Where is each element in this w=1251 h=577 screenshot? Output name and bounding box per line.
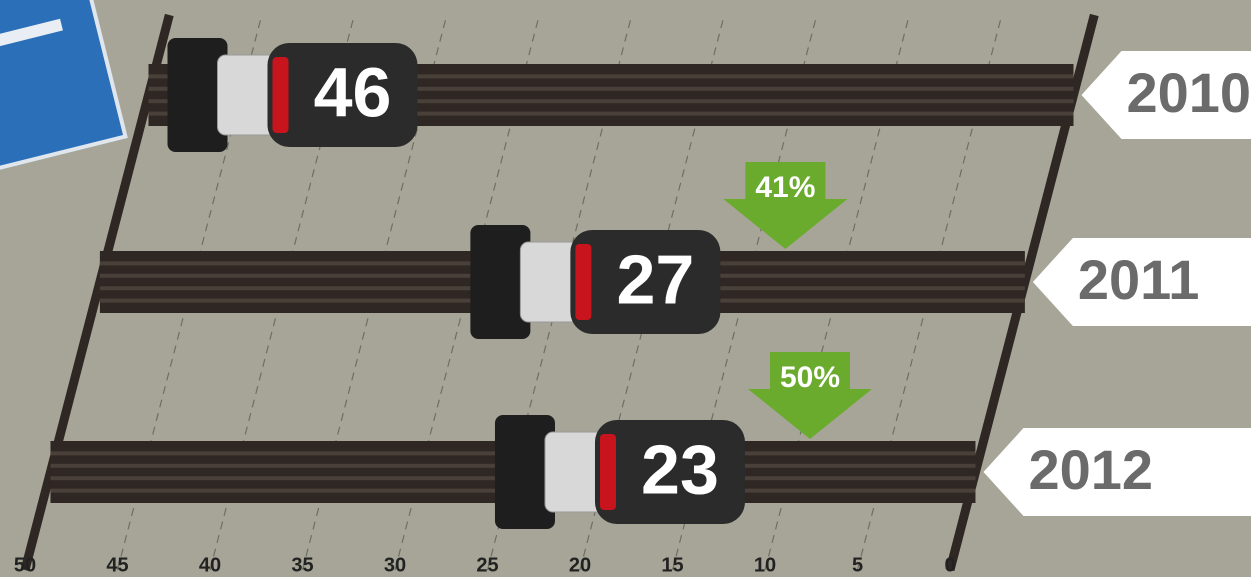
strap-stripe <box>525 298 1025 303</box>
latch-plate <box>167 38 228 152</box>
strap-stripe <box>525 261 1025 266</box>
category-label: 2012 <box>1028 438 1153 501</box>
year-tag <box>1081 51 1251 139</box>
x-tick-label: 0 <box>944 554 955 576</box>
x-tick-label: 45 <box>106 554 128 576</box>
x-tick-label: 15 <box>661 554 683 576</box>
year-tag <box>983 428 1251 516</box>
strap-stripe <box>549 476 976 481</box>
strap-stripe <box>50 476 550 481</box>
change-arrow <box>723 162 848 249</box>
buckle-red <box>272 57 289 133</box>
value-label: 27 <box>616 240 694 318</box>
annotation: 50% <box>780 361 840 394</box>
latch-plate <box>470 225 531 339</box>
value-label: 23 <box>641 430 719 508</box>
annotation: 41% <box>755 171 815 204</box>
strap-stripe <box>549 488 976 493</box>
x-tick-label: 35 <box>291 554 313 576</box>
strap <box>99 251 526 313</box>
strap-stripe <box>99 298 526 303</box>
strap-left <box>50 441 550 503</box>
strap-stripe <box>222 99 1074 104</box>
buckle <box>594 420 745 524</box>
strap-stripe <box>99 286 526 291</box>
x-tick-label: 20 <box>569 554 591 576</box>
strap <box>50 441 550 503</box>
strap-stripe <box>222 111 1074 116</box>
buckle <box>267 43 418 147</box>
x-tick-label: 10 <box>754 554 776 576</box>
x-tick-label: 40 <box>199 554 221 576</box>
value-label: 46 <box>314 53 392 131</box>
change-arrow <box>747 352 872 439</box>
strap-stripe <box>525 286 1025 291</box>
buckle-red <box>599 434 616 510</box>
axis-line <box>20 13 174 572</box>
strap-left <box>99 251 526 313</box>
strap-stripe <box>222 86 1074 91</box>
latch-plate <box>494 415 555 529</box>
category-label: 2010 <box>1127 61 1251 124</box>
corner-photo <box>0 0 128 179</box>
strap-stripe <box>50 463 550 468</box>
category-label: 2011 <box>1078 248 1200 311</box>
strap-stripe <box>525 273 1025 278</box>
buckle-red <box>575 244 592 320</box>
strap-stripe <box>50 451 550 456</box>
x-tick-label: 30 <box>384 554 406 576</box>
strap-stripe <box>549 463 976 468</box>
x-tick-label: 25 <box>476 554 498 576</box>
buckle <box>570 230 721 334</box>
strap-stripe <box>99 273 526 278</box>
strap-stripe <box>549 451 976 456</box>
x-tick-label: 5 <box>852 554 863 576</box>
strap-stripe <box>50 488 550 493</box>
strap-stripe <box>222 74 1074 79</box>
year-tag <box>1032 238 1251 326</box>
x-tick-label: 50 <box>14 554 36 576</box>
strap-stripe <box>99 261 526 266</box>
